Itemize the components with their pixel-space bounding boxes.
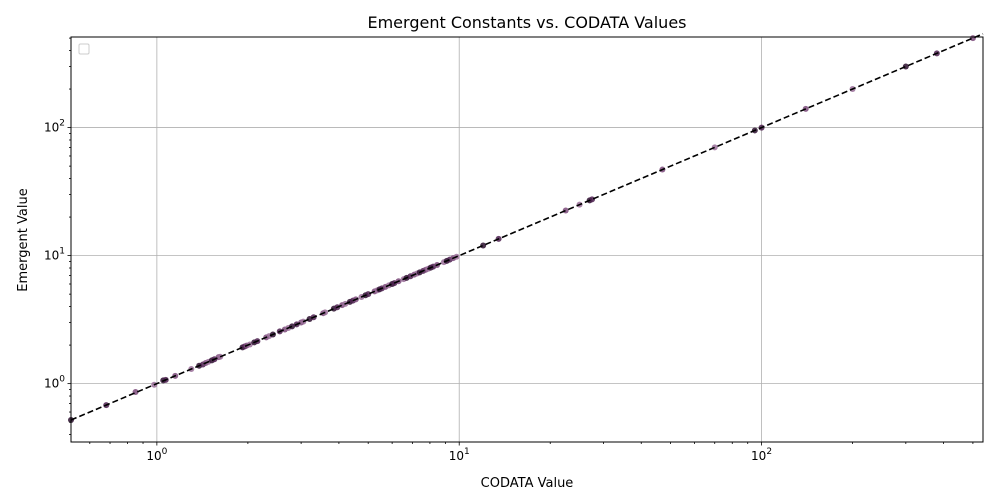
y-tick-label: 102 (44, 119, 65, 135)
legend-box (78, 43, 90, 55)
data-point (711, 144, 718, 151)
x-tick-label: 102 (751, 447, 772, 463)
x-axis-ticks: 100 101 102 (89, 442, 974, 463)
data-point (589, 196, 596, 203)
x-tick-label: 101 (449, 447, 470, 463)
grid-lines (71, 37, 983, 442)
x-axis-label: CODATA Value (481, 476, 574, 491)
y-tick-label: 100 (44, 375, 65, 391)
plot-frame (70, 36, 984, 443)
chart-title: Emergent Constants vs. CODATA Values (367, 13, 686, 32)
data-point (365, 291, 372, 298)
data-point (562, 207, 569, 214)
x-tick-label: 100 (146, 447, 167, 463)
y-tick-label: 101 (44, 247, 65, 263)
y-axis-label: Emergent Value (16, 188, 31, 291)
data-point (480, 242, 487, 249)
reference-line-group (70, 33, 984, 421)
data-point (902, 63, 909, 70)
y-axis-ticks: 100 101 102 (44, 37, 71, 435)
data-point (969, 35, 976, 42)
reference-line (70, 33, 984, 421)
